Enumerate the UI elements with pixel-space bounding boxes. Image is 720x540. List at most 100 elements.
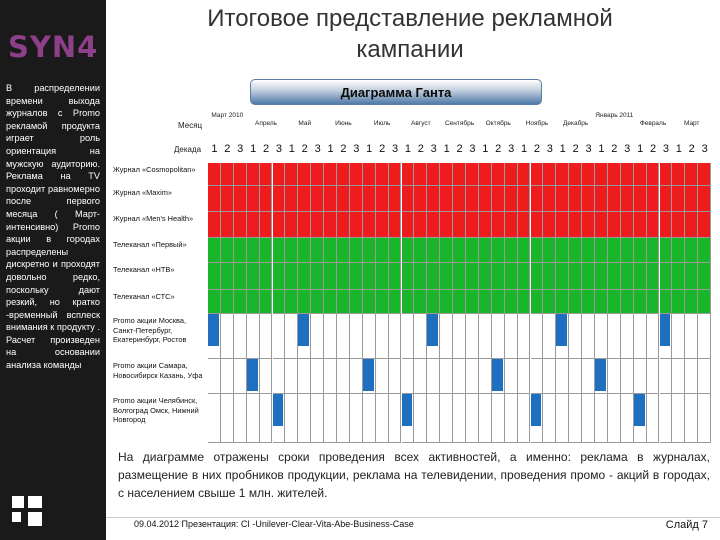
- gantt-bar: [311, 212, 325, 238]
- gantt-cell: [233, 394, 247, 443]
- gantt-bar: [401, 290, 415, 314]
- gantt-bar: [401, 186, 415, 212]
- gantt-cell: [582, 314, 595, 359]
- gantt-cell: [388, 394, 402, 443]
- gantt-bar: [633, 186, 647, 212]
- gantt-bar: [414, 163, 428, 186]
- gantt-cell: [595, 359, 608, 394]
- gantt-bar: [272, 263, 286, 290]
- gantt-bar: [220, 163, 234, 186]
- gantt-bar: [659, 290, 673, 314]
- gantt-cell: [208, 394, 221, 443]
- gantt-bar: [285, 163, 299, 186]
- gantt-bar: [556, 212, 570, 238]
- gantt-bar: [233, 263, 247, 290]
- gantt-bar: [208, 163, 221, 186]
- gantt-bar: [685, 212, 699, 238]
- gantt-bar: [607, 186, 621, 212]
- gantt-bar: [607, 163, 621, 186]
- gantt-bar: [543, 238, 557, 263]
- gantt-bar: [504, 212, 518, 238]
- gantt-bar: [620, 238, 634, 263]
- gantt-bar: [491, 238, 505, 263]
- gantt-bar: [285, 212, 299, 238]
- gantt-bar: [478, 212, 492, 238]
- gantt-bar: [453, 186, 466, 212]
- gantt-bar: [349, 163, 363, 186]
- gantt-cell: [466, 359, 479, 394]
- gantt-bar: [633, 290, 647, 314]
- gantt-cell: [220, 394, 234, 443]
- gantt-bar: [362, 163, 376, 186]
- gantt-bar: [685, 290, 699, 314]
- gantt-bar: [530, 163, 544, 186]
- gantt-bar: [375, 238, 389, 263]
- gantt-bar: [569, 238, 583, 263]
- gantt-cell: [427, 314, 441, 359]
- gantt-bar: [272, 290, 286, 314]
- gantt-cell: [272, 394, 286, 443]
- gantt-bar: [685, 186, 699, 212]
- decade-number: 1: [637, 143, 644, 155]
- gantt-bar: [530, 212, 544, 238]
- gantt-bar: [259, 212, 273, 238]
- gantt-bar: [659, 212, 673, 238]
- decade-number: 2: [649, 143, 657, 155]
- gantt-bar: [414, 186, 428, 212]
- gantt-cell: [337, 314, 350, 359]
- gantt-bar: [517, 212, 531, 238]
- gantt-banner: Диаграмма Ганта: [250, 79, 542, 105]
- gantt-bar: [582, 186, 595, 212]
- gantt-cell: [543, 394, 557, 443]
- gantt-bar: [427, 212, 441, 238]
- gantt-cell: [246, 359, 260, 394]
- gantt-cell: [698, 314, 712, 359]
- decade-number: 2: [301, 143, 308, 155]
- gantt-cell: [298, 359, 312, 394]
- gantt-bar: [362, 212, 376, 238]
- gantt-cell: [349, 394, 363, 443]
- gantt-bar: [246, 163, 260, 186]
- squares-icon: [12, 496, 44, 528]
- gantt-bar: [530, 290, 544, 314]
- gantt-bar: [504, 238, 518, 263]
- gantt-bar: [698, 212, 712, 238]
- month-header: Июль: [373, 120, 391, 127]
- decade-number: 2: [456, 143, 463, 155]
- gantt-cell: [633, 394, 647, 443]
- gantt-cell: [569, 394, 583, 443]
- gantt-bar: [530, 186, 544, 212]
- gantt-cell: [324, 359, 337, 394]
- gantt-bar: [427, 290, 441, 314]
- gantt-cell: [427, 359, 441, 394]
- gantt-cell: [659, 394, 673, 443]
- gantt-cell: [659, 359, 673, 394]
- gantt-bar: [530, 394, 542, 426]
- gantt-bar: [388, 238, 402, 263]
- gantt-cell: [311, 359, 325, 394]
- gantt-bar: [324, 163, 337, 186]
- gantt-bar: [466, 163, 479, 186]
- gantt-cell: [324, 314, 337, 359]
- gantt-bar: [556, 163, 570, 186]
- gantt-bar: [453, 290, 466, 314]
- gantt-bar: [646, 290, 660, 314]
- gantt-bar: [646, 163, 660, 186]
- gantt-bar: [453, 163, 466, 186]
- row-label: Телеканал «НТВ»: [113, 265, 175, 274]
- gantt-cell: [259, 394, 273, 443]
- gantt-cell: [414, 314, 428, 359]
- gantt-bar: [337, 290, 350, 314]
- decade-number: 2: [379, 143, 386, 155]
- gantt-cell: [401, 314, 415, 359]
- gantt-cell: [362, 359, 376, 394]
- gantt-bar: [427, 186, 441, 212]
- gantt-cell: [530, 314, 544, 359]
- gantt-cell: [595, 314, 608, 359]
- gantt-bar: [349, 238, 363, 263]
- decade-number: 3: [275, 143, 282, 155]
- gantt-bar: [478, 290, 492, 314]
- gantt-bar: [401, 238, 415, 263]
- gantt-bar: [646, 212, 660, 238]
- gantt-cell: [620, 394, 634, 443]
